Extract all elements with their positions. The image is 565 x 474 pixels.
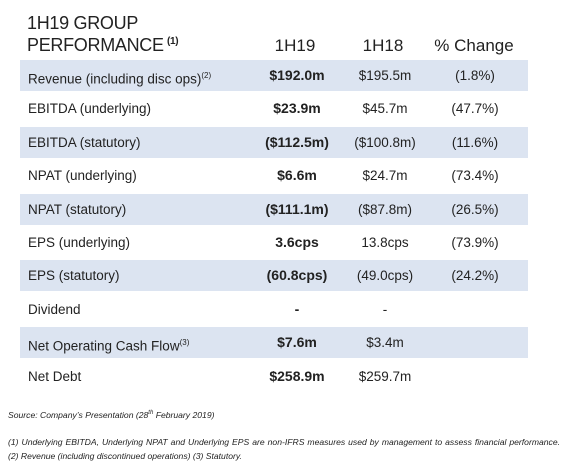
value-1h18: $195.5m xyxy=(358,68,412,83)
value-1h19: $258.9m xyxy=(269,367,325,384)
value-1h19: $7.6m xyxy=(277,334,317,351)
row-label: Revenue (including disc ops)(2) xyxy=(28,60,211,95)
row-label: Net Operating Cash Flow(3) xyxy=(28,327,189,362)
value-change: (47.7%) xyxy=(451,101,499,117)
row-label-text: EBITDA (underlying) xyxy=(28,101,152,117)
title: 1H19 GROUP PERFORMANCE (1) xyxy=(27,12,179,56)
value-1h18: $24.7m xyxy=(362,168,408,184)
value-1h19: $6.6m xyxy=(277,167,317,184)
value-change: (26.5%) xyxy=(451,201,499,217)
value-1h18: (49.0cps) xyxy=(356,268,414,284)
source: Source: Company’s Presentation (28th Feb… xyxy=(8,410,214,420)
table-row: Net Operating Cash Flow(3) $7.6m $3.4m xyxy=(20,327,528,359)
row-label-text: EPS (underlying) xyxy=(28,235,131,250)
value-change: (73.9%) xyxy=(451,235,499,250)
value-1h19: (60.8cps) xyxy=(266,267,328,284)
footnote: (1) Underlying EBITDA, Underlying NPAT a… xyxy=(8,437,560,461)
value-change: (24.2%) xyxy=(451,268,499,284)
source-text: Source: Company’s Presentation (28 xyxy=(8,410,149,420)
column-header: 1H19 xyxy=(274,36,316,55)
value-1h18: ($100.8m) xyxy=(354,134,416,150)
value-1h18: $3.4m xyxy=(366,335,404,351)
title-note: (1) xyxy=(167,36,179,47)
row-label: EPS (underlying) xyxy=(28,227,130,258)
row-label-text: Dividend xyxy=(28,301,81,317)
table-row: Revenue (including disc ops)(2) $192.0m $1… xyxy=(20,60,528,91)
table-row: EPS (statutory) (60.8cps) (49.0cps) (24.2%) xyxy=(20,260,528,292)
table-row: Dividend - - xyxy=(20,294,528,325)
table-row: EPS (underlying) 3.6cps 13.8cps (73.9%) xyxy=(20,227,528,258)
value-1h18: 13.8cps xyxy=(361,235,409,250)
column-header: % Change xyxy=(434,36,514,55)
row-label-text: NPAT (statutory) xyxy=(28,201,127,217)
value-1h19: $192.0m xyxy=(269,67,325,83)
row-note: (2) xyxy=(201,71,212,80)
table-row: EBITDA (underlying) $23.9m $45.7m (47.7%) xyxy=(20,93,528,124)
row-label: Dividend xyxy=(28,294,81,325)
row-label-text: Revenue (including disc ops) xyxy=(28,71,202,87)
row-label-text: EPS (statutory) xyxy=(28,268,120,284)
row-label: NPAT (statutory) xyxy=(28,194,126,225)
value-1h19: - xyxy=(294,300,300,317)
row-label: Net Debt xyxy=(28,361,81,392)
value-change: (11.6%) xyxy=(451,134,499,150)
table-row: Net Debt $258.9m $259.7m xyxy=(20,361,528,392)
row-label: EPS (statutory) xyxy=(28,260,120,291)
value-1h19: 3.6cps xyxy=(275,234,319,250)
row-label: NPAT (underlying) xyxy=(28,160,137,191)
value-1h18: - xyxy=(382,301,388,317)
value-1h19: ($112.5m) xyxy=(265,133,329,150)
value-1h19: $23.9m xyxy=(273,100,321,117)
value-change: (1.8%) xyxy=(455,68,495,83)
value-1h19: ($111.1m) xyxy=(265,200,329,217)
row-label-text: EBITDA (statutory) xyxy=(28,134,141,150)
column-header: 1H18 xyxy=(362,36,404,55)
row-label-text: Net Operating Cash Flow xyxy=(28,338,180,354)
value-1h18: $259.7m xyxy=(358,368,412,384)
value-change: (73.4%) xyxy=(451,168,499,184)
row-label: EBITDA (underlying) xyxy=(28,93,151,124)
source-sup: th xyxy=(148,410,154,417)
row-label: EBITDA (statutory) xyxy=(28,127,141,158)
value-1h18: ($87.8m) xyxy=(357,201,413,217)
value-1h18: $45.7m xyxy=(362,101,408,117)
row-note: (3) xyxy=(179,338,190,348)
table-row: NPAT (underlying) $6.6m $24.7m (73.4%) xyxy=(20,160,528,191)
table-row: EBITDA (statutory) ($112.5m) ($100.8m) (11.… xyxy=(20,126,528,158)
row-label-text: NPAT (underlying) xyxy=(28,168,137,184)
source-text: February 2019) xyxy=(153,410,215,420)
row-label-text: Net Debt xyxy=(28,368,82,384)
table-row: NPAT (statutory) ($111.1m) ($87.8m) (26.5%) xyxy=(20,193,528,225)
title-text: 1H19 GROUP PERFORMANCE xyxy=(27,13,164,55)
